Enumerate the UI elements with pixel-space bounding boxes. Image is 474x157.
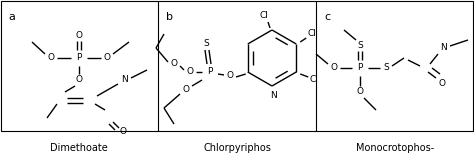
Text: Cl: Cl: [260, 11, 268, 21]
Text: O: O: [356, 87, 364, 97]
Text: O: O: [103, 54, 110, 62]
Text: P: P: [207, 68, 213, 76]
Text: Dimethoate: Dimethoate: [50, 143, 108, 153]
Text: Cl: Cl: [310, 76, 319, 84]
Text: O: O: [438, 79, 446, 89]
Text: O: O: [171, 60, 177, 68]
Text: O: O: [119, 127, 127, 136]
Text: Cl: Cl: [308, 30, 317, 38]
Text: Monocrotophos-: Monocrotophos-: [356, 143, 434, 153]
Text: O: O: [330, 63, 337, 73]
Text: O: O: [47, 54, 55, 62]
Text: O: O: [227, 71, 234, 81]
Text: S: S: [357, 41, 363, 51]
Bar: [1, 1, 473, 131]
Text: N: N: [122, 76, 128, 84]
Text: O: O: [75, 76, 82, 84]
Text: S: S: [383, 63, 389, 73]
Text: a: a: [8, 12, 15, 22]
Text: Chlorpyriphos: Chlorpyriphos: [203, 143, 271, 153]
Text: S: S: [203, 40, 209, 49]
Text: O: O: [182, 86, 190, 95]
Text: c: c: [324, 12, 330, 22]
Text: P: P: [76, 54, 82, 62]
Text: O: O: [186, 68, 193, 76]
Text: N: N: [441, 43, 447, 52]
Text: b: b: [166, 12, 173, 22]
Text: O: O: [75, 32, 82, 41]
Text: N: N: [271, 92, 277, 100]
Text: P: P: [357, 63, 363, 73]
